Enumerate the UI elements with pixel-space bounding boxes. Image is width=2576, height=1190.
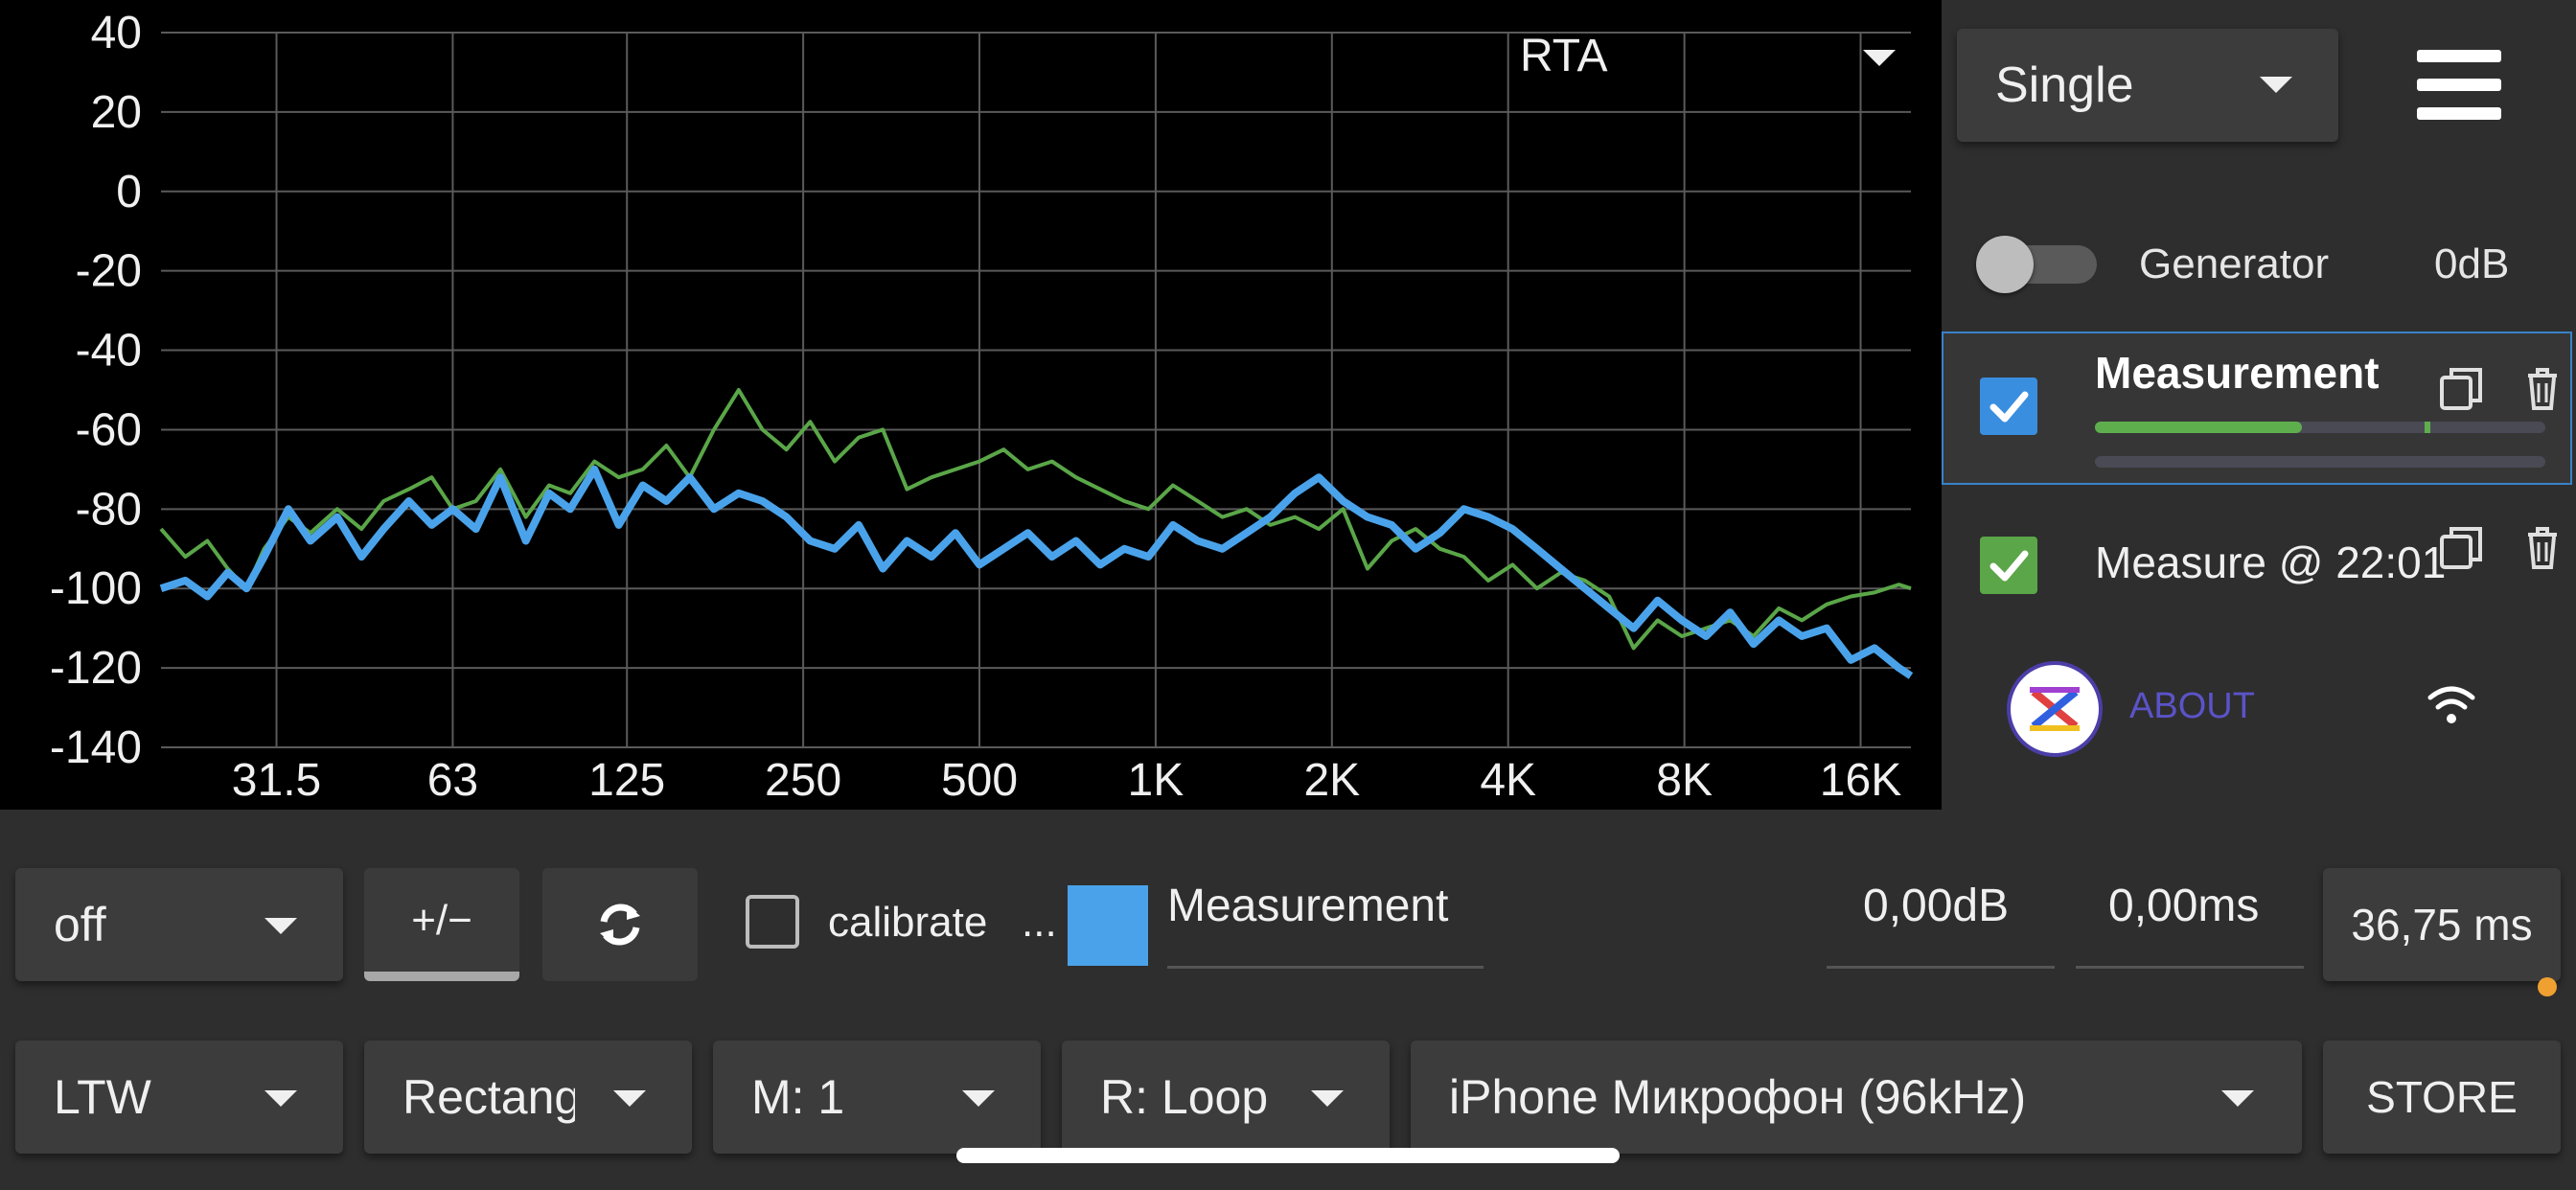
series-line-green <box>159 388 1912 651</box>
wifi-icon <box>2425 682 2478 728</box>
about-link[interactable]: ABOUT <box>2129 686 2255 726</box>
smoothing-select[interactable]: off <box>15 868 343 981</box>
x-tick-label: 500 <box>941 755 1018 806</box>
progress-marker <box>2425 422 2430 433</box>
rta-view-label: RTA <box>1520 31 1608 81</box>
status-dot <box>2538 977 2557 996</box>
x-tick-label: 31.5 <box>232 755 321 806</box>
x-tick-label: 250 <box>765 755 841 806</box>
refresh-button[interactable] <box>542 868 698 981</box>
chevron-down-icon <box>264 1090 297 1107</box>
measurement-progress-bar <box>2095 422 2545 433</box>
store-button[interactable]: STORE <box>2323 1041 2561 1154</box>
y-tick-label: 40 <box>91 8 142 58</box>
window-type-select-value: Rectang <box>402 1070 575 1124</box>
x-tick-label: 4K <box>1480 755 1536 806</box>
y-tick-label: -120 <box>50 643 142 694</box>
mode-select-value: Single <box>1995 57 2134 113</box>
chevron-down-icon <box>264 918 297 934</box>
window-type-select[interactable]: Rectang <box>364 1041 692 1154</box>
copy-icon[interactable] <box>2436 523 2488 575</box>
measurement-color-swatch[interactable] <box>1068 885 1148 966</box>
rta-chart[interactable]: 40 20 0 -20 -40 -60 -80 -100 -120 -140 31.5 63 125 25… <box>0 0 1942 810</box>
y-tick-label: -80 <box>76 484 142 535</box>
weighting-select-value: LTW <box>54 1070 151 1124</box>
x-tick-label: 125 <box>588 755 665 806</box>
measurement-name: Measure @ 22:01 <box>2095 538 2447 587</box>
repeat-select-value: R: Loop <box>1100 1070 1269 1124</box>
series-line-blue <box>159 465 1914 679</box>
window-length-button[interactable]: 36,75 ms <box>2323 868 2561 981</box>
input-device-select[interactable]: iPhone Микрофон (96kHz) <box>1411 1041 2302 1154</box>
x-tick-label: 63 <box>427 755 478 806</box>
measurement-progress-fill <box>2095 422 2303 433</box>
plus-minus-button[interactable]: +/− <box>364 868 519 981</box>
hamburger-menu-icon[interactable] <box>2417 50 2501 121</box>
y-tick-label: 20 <box>91 87 142 138</box>
y-tick-label: -40 <box>76 326 142 377</box>
measurement-checkbox[interactable] <box>1980 378 2037 435</box>
delay-field[interactable]: 0,00ms <box>2076 880 2304 969</box>
plus-minus-label: +/− <box>411 897 472 944</box>
x-tick-label: 1K <box>1128 755 1184 806</box>
refresh-icon <box>600 904 640 946</box>
chevron-down-icon <box>962 1090 995 1107</box>
trash-icon[interactable] <box>2520 364 2572 416</box>
generator-toggle[interactable] <box>1976 236 2101 293</box>
x-tick-label: 16K <box>1820 755 1901 806</box>
app-logo[interactable] <box>2007 661 2103 757</box>
y-tick-label: -100 <box>50 563 142 614</box>
window-length-value: 36,75 ms <box>2351 900 2533 950</box>
store-button-label: STORE <box>2366 1072 2518 1122</box>
gain-field[interactable]: 0,00dB <box>1827 880 2055 969</box>
weighting-select[interactable]: LTW <box>15 1041 343 1154</box>
generator-level[interactable]: 0dB <box>2434 240 2510 287</box>
y-tick-label: 0 <box>116 167 142 217</box>
trash-icon[interactable] <box>2520 523 2572 575</box>
calibrate-label: calibrate <box>828 899 988 946</box>
gain-value: 0,00dB <box>1863 881 2010 931</box>
smoothing-select-value: off <box>54 898 106 951</box>
chevron-down-icon <box>2221 1090 2254 1107</box>
mode-count-select[interactable]: M: 1 <box>713 1041 1041 1154</box>
rta-view-select[interactable]: RTA <box>1520 29 1913 84</box>
chevron-down-icon <box>2260 77 2292 93</box>
repeat-select[interactable]: R: Loop <box>1062 1041 1390 1154</box>
x-tick-label: 8K <box>1656 755 1713 806</box>
measurement-name: Measurement <box>2095 348 2380 398</box>
y-tick-label: -140 <box>50 722 142 773</box>
mode-select[interactable]: Single <box>1957 29 2338 142</box>
measurement-name-field[interactable]: Measurement <box>1167 880 1484 969</box>
home-indicator <box>956 1148 1620 1163</box>
button-underline <box>364 972 519 981</box>
input-device-select-value: iPhone Микрофон (96kHz) <box>1449 1070 2027 1124</box>
measurement-progress-bar-secondary <box>2095 456 2545 468</box>
chevron-down-icon <box>613 1090 646 1107</box>
calibrate-more[interactable]: ... <box>1022 899 1057 946</box>
rta-chart-svg: 40 20 0 -20 -40 -60 -80 -100 -120 -140 31.5 63 125 25… <box>50 8 1914 806</box>
measurement-checkbox[interactable] <box>1980 537 2037 594</box>
y-tick-label: -20 <box>76 246 142 297</box>
x-tick-label: 2K <box>1303 755 1360 806</box>
chevron-down-icon <box>1311 1090 1344 1107</box>
calibrate-checkbox[interactable] <box>746 895 799 949</box>
generator-label: Generator <box>2139 240 2330 287</box>
delay-value: 0,00ms <box>2108 881 2260 931</box>
chevron-down-icon <box>1863 50 1896 66</box>
copy-icon[interactable] <box>2436 364 2488 416</box>
mode-count-select-value: M: 1 <box>751 1070 845 1124</box>
y-tick-label: -60 <box>76 404 142 455</box>
measurement-name-value: Measurement <box>1167 881 1449 931</box>
